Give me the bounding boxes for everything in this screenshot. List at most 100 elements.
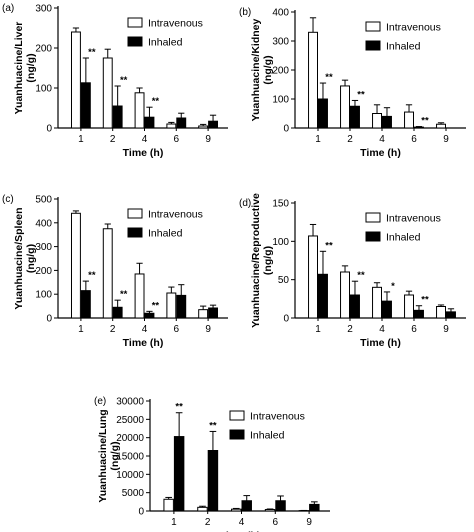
bar-inhaled-1h <box>318 273 328 319</box>
y-axis-label: Yuanhuacine/Liver <box>13 22 25 115</box>
bar-inhaled-4h <box>382 300 392 319</box>
bar-intravenous-6h <box>166 292 177 319</box>
significance-marker: ** <box>152 300 160 311</box>
bar-intravenous-4h <box>372 113 383 129</box>
y-tick-label: 200 <box>35 266 52 277</box>
bar-intravenous-9h <box>436 306 447 319</box>
x-tick-label: 1 <box>315 134 321 145</box>
x-tick-label: 9 <box>443 134 449 145</box>
bar-inhaled-4h <box>241 500 252 512</box>
bar-inhaled-1h <box>80 290 91 319</box>
bar-inhaled-9h <box>208 307 219 319</box>
bar-intravenous-2h <box>340 85 351 129</box>
y-tick-label: 400 <box>272 8 289 19</box>
x-tick-label: 4 <box>379 324 385 335</box>
bar-intravenous-1h <box>70 31 81 129</box>
bar-intravenous-4h <box>134 92 145 129</box>
legend-swatch-inhaled <box>127 36 143 47</box>
bar-inhaled-4h <box>382 115 392 129</box>
y-axis-units: (ng/g) <box>25 53 37 82</box>
bar-inhaled-2h <box>207 450 219 512</box>
legend-label-intravenous: Intravenous <box>386 22 441 34</box>
legend-swatch-inhaled <box>365 40 381 51</box>
y-tick-label: 500 <box>35 195 52 206</box>
significance-marker: ** <box>120 289 128 300</box>
y-tick-label: 5000 <box>122 488 145 499</box>
bar-intravenous-4h <box>134 273 145 319</box>
x-axis-label: Time (h) <box>123 337 164 349</box>
x-tick-label: 1 <box>171 517 177 528</box>
legend-swatch-intravenous <box>127 208 143 219</box>
legend-label-inhaled: Inhaled <box>148 37 183 49</box>
bar-inhaled-1h <box>318 98 328 129</box>
y-tick-label: 0 <box>283 124 289 135</box>
x-tick-label: 1 <box>78 134 84 145</box>
x-tick-label: 6 <box>273 517 279 528</box>
legend-swatch-inhaled <box>127 227 143 238</box>
bar-inhaled-4h <box>144 116 155 129</box>
significance-marker: ** <box>152 96 160 107</box>
bar-inhaled-9h <box>446 311 456 319</box>
x-tick-label: 2 <box>205 517 211 528</box>
y-tick-label: 100 <box>35 290 52 301</box>
y-tick-label: 100 <box>272 95 289 106</box>
legend-swatch-intravenous <box>127 17 143 28</box>
bar-intravenous-1h <box>308 31 319 129</box>
bar-intravenous-9h <box>198 309 209 319</box>
panel-c: (c) 0 100 200 300 400 500 Yuanhuacine/Spleen (ng… <box>2 194 228 349</box>
legend-label-inhaled: Inhaled <box>386 232 421 244</box>
bar-intravenous-2h <box>102 228 113 319</box>
bar-inhaled-4h <box>144 312 155 319</box>
legend-label-inhaled: Inhaled <box>250 430 285 442</box>
bar-intravenous-6h <box>264 509 276 512</box>
legend-label-intravenous: Intravenous <box>386 213 441 225</box>
bar-intravenous-2h <box>102 57 113 129</box>
significance-marker: ** <box>357 89 365 100</box>
bar-inhaled-2h <box>112 105 123 129</box>
bar-inhaled-2h <box>112 306 123 319</box>
bar-inhaled-9h <box>309 503 320 512</box>
bar-intravenous-6h <box>404 294 415 319</box>
x-axis-label: Time (h) <box>220 530 261 532</box>
panel-label: (b) <box>239 7 251 18</box>
y-tick-label: 200 <box>35 44 52 55</box>
y-tick-label: 150 <box>272 199 289 210</box>
bar-intravenous-2h <box>340 271 351 319</box>
x-tick-label: 2 <box>110 134 116 145</box>
panel-b: (b) 0 100 200 300 400 Yuanhuacine/Kidney (ng/g)… <box>239 7 466 159</box>
y-tick-label: 0 <box>46 124 52 135</box>
panel-label: (c) <box>2 194 14 205</box>
y-tick-label: 100 <box>272 237 289 248</box>
y-tick-label: 0 <box>283 314 289 325</box>
y-tick-label: 15000 <box>116 452 144 463</box>
panel-e: (e) 0 5000 10000 15000 20000 25000 30000 Yuanhua… <box>94 396 330 532</box>
bar-intravenous-2h <box>197 506 208 512</box>
bar-inhaled-2h <box>350 294 360 319</box>
panel-label: (a) <box>2 3 14 14</box>
y-axis-label: Yuanhuacine/Spleen <box>13 207 25 309</box>
y-axis-label: Yuanhuacine/Kidney <box>250 18 262 121</box>
x-tick-label: 2 <box>110 324 116 335</box>
panel-label: (e) <box>94 396 106 407</box>
legend-label-intravenous: Intravenous <box>148 209 203 221</box>
y-tick-label: 0 <box>138 507 144 518</box>
legend-label-inhaled: Inhaled <box>386 41 421 53</box>
significance-marker: ** <box>325 72 333 83</box>
bar-inhaled-1h <box>80 82 91 129</box>
y-axis-units: (ng/g) <box>25 244 37 273</box>
bar-inhaled-1h <box>173 436 185 512</box>
x-axis-label: Time (h) <box>360 337 401 349</box>
y-tick-label: 300 <box>35 242 52 253</box>
bar-inhaled-6h <box>176 117 187 129</box>
bar-intravenous-4h <box>372 286 383 319</box>
bar-intravenous-1h <box>163 498 174 512</box>
legend-label-intravenous: Intravenous <box>148 18 203 30</box>
significance-marker: ** <box>421 295 429 306</box>
bar-inhaled-6h <box>414 309 424 319</box>
x-axis-label: Time (h) <box>360 147 401 159</box>
bar-inhaled-6h <box>275 500 286 512</box>
x-tick-label: 4 <box>379 134 385 145</box>
y-axis-units: (ng/g) <box>262 55 274 84</box>
x-tick-label: 2 <box>347 324 353 335</box>
